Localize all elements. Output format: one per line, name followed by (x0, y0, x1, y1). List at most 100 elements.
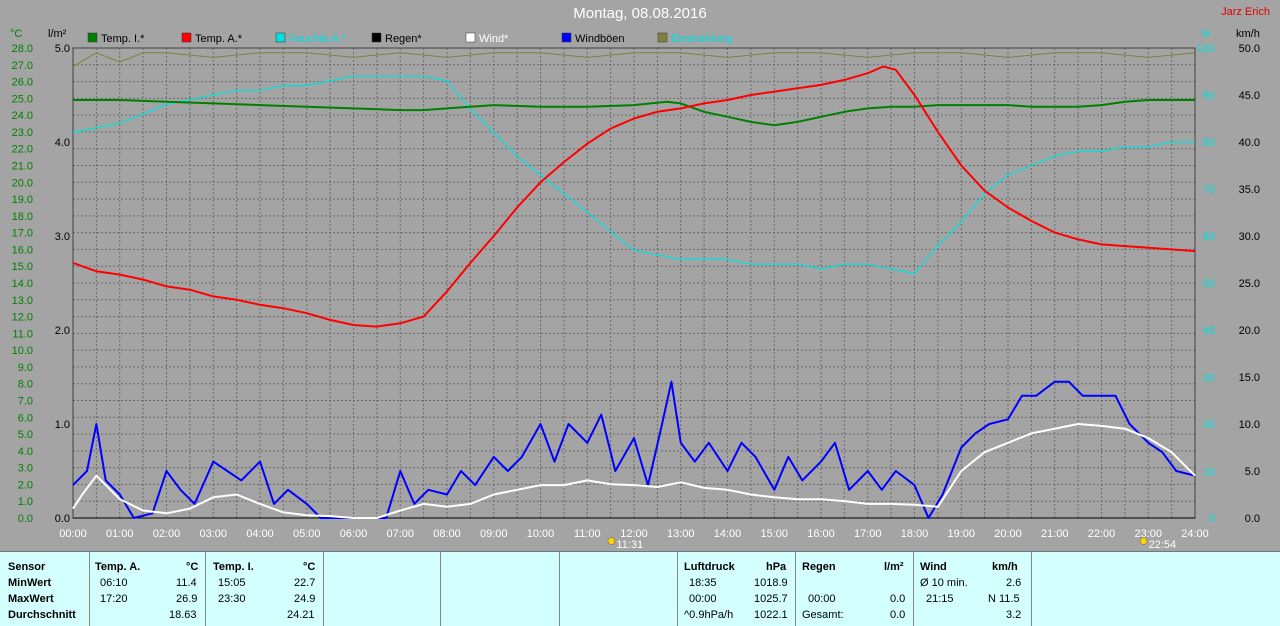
temp-tick-label: 13.0 (12, 295, 33, 307)
rain-tick-label: 1.0 (55, 419, 70, 431)
x-tick-label: 03:00 (199, 528, 227, 540)
legend-label: Windböen (575, 33, 625, 45)
temp-tick-label: 22.0 (12, 144, 33, 156)
series-group (72, 52, 1196, 519)
legend-label: Einstrahlung (671, 33, 732, 45)
humidity-tick-label: 80 (1203, 137, 1215, 149)
temp-a-max-val: 26.9 (176, 593, 198, 605)
legend-swatch (371, 32, 382, 43)
legend-label: Feuchte A.* (289, 33, 347, 45)
sun-marker-label: 22:54 (1149, 539, 1177, 551)
legend-label: Wind* (479, 33, 509, 45)
row-max-label: MaxWert (8, 593, 54, 605)
author-label: Jarz Erich (1221, 6, 1270, 18)
temp-a-header: Temp. A. (95, 561, 141, 573)
wind-avg10-label: Ø 10 min. (920, 577, 968, 589)
legend-label: Temp. A.* (195, 33, 243, 45)
series-line-feuchtea (72, 75, 1195, 275)
humidity-tick-label: 20 (1203, 419, 1215, 431)
wind-tick-label: 30.0 (1239, 231, 1260, 243)
temp-tick-label: 1.0 (18, 496, 33, 508)
legend-swatch (275, 32, 286, 43)
wind-tick-label: 45.0 (1239, 90, 1260, 102)
temp-i-header: Temp. I. (213, 561, 254, 573)
pressure-trend: ^0.9hPa/h (684, 609, 734, 621)
rain-max-val: 0.0 (890, 593, 906, 605)
temp-a-min-val: 11.4 (176, 577, 197, 589)
wind-tick-label: 50.0 (1239, 43, 1260, 55)
weather-chart: 0.0 1.0 2.0 3.0 4.0 5.0 6.0 7.0 8.0 9.0 10.0 11.0 12… (10, 28, 1260, 551)
wind-tick-label: 10.0 (1239, 419, 1260, 431)
temp-tick-label: 24.0 (12, 110, 33, 122)
pressure-avg: 1022.1 (754, 609, 788, 621)
legend-swatch (87, 32, 98, 43)
wind-tick-label: 20.0 (1239, 325, 1260, 337)
temp-tick-label: 25.0 (12, 93, 33, 105)
humidity-tick-label: 30 (1203, 372, 1215, 384)
temp-tick-label: 6.0 (18, 412, 33, 424)
pressure-min-val: 1018.9 (754, 577, 788, 589)
stats-panel: Sensor MinWert MaxWert Durchschnitt Temp… (0, 551, 1280, 626)
series-line-einstrahlung (72, 52, 1196, 68)
humidity-tick-label: 100 (1197, 43, 1215, 55)
humidity-tick-label: 10 (1203, 466, 1215, 478)
x-tick-label: 17:00 (854, 528, 882, 540)
temp-tick-label: 26.0 (12, 77, 33, 89)
rain-unit: l/m² (884, 561, 904, 573)
temp-i-avg: 24.21 (287, 609, 315, 621)
temp-i-max-time: 23:30 (218, 593, 246, 605)
legend-swatch (657, 32, 668, 43)
wind-unit: km/h (992, 561, 1018, 573)
temp-tick-label: 27.0 (12, 60, 33, 72)
x-tick-label: 04:00 (246, 528, 274, 540)
pressure-unit: hPa (766, 561, 787, 573)
temp-tick-label: 23.0 (12, 127, 33, 139)
temp-tick-label: 2.0 (18, 479, 33, 491)
temp-tick-label: 7.0 (18, 396, 33, 408)
x-tick-label: 19:00 (947, 528, 975, 540)
sensor-header: Sensor (8, 561, 46, 573)
humidity-tick-label: 0 (1209, 513, 1215, 525)
legend-swatch (465, 32, 476, 43)
humidity-unit-label: % (1201, 28, 1211, 40)
rain-tick-label: 0.0 (55, 513, 70, 525)
sun-marker-label: 11:31 (616, 539, 643, 551)
x-tick-label: 21:00 (1041, 528, 1069, 540)
rain-total-label: Gesamt: (802, 609, 844, 621)
row-avg-label: Durchschnitt (8, 609, 76, 621)
sun-icon (607, 537, 616, 545)
temp-i-unit: °C (303, 561, 316, 573)
x-tick-label: 01:00 (106, 528, 134, 540)
temp-i-max-val: 24.9 (294, 593, 316, 605)
wind-header: Wind (920, 561, 947, 573)
x-tick-label: 11:00 (574, 528, 601, 540)
temp-tick-label: 18.0 (12, 211, 33, 223)
humidity-tick-label: 90 (1203, 90, 1215, 102)
temp-tick-label: 4.0 (18, 446, 33, 458)
humidity-tick-label: 40 (1203, 325, 1215, 337)
temp-tick-label: 11.0 (12, 328, 33, 340)
sun-markers: 11:31 22:54 (607, 537, 1177, 551)
temp-a-unit: °C (186, 561, 199, 573)
temp-tick-label: 12.0 (12, 312, 33, 324)
legend-swatch (561, 32, 572, 43)
legend-label: Temp. I.* (101, 33, 145, 45)
wind-tick-label: 25.0 (1239, 278, 1260, 290)
humidity-tick-label: 60 (1203, 231, 1215, 243)
pressure-max-time: 00:00 (689, 593, 717, 605)
pressure-min-time: 18:35 (689, 577, 717, 589)
x-tick-label: 13:00 (667, 528, 695, 540)
humidity-tick-label: 50 (1203, 278, 1215, 290)
row-min-label: MinWert (8, 577, 52, 589)
series-line-tempa (72, 65, 1196, 328)
wind-tick-label: 35.0 (1239, 184, 1260, 196)
rain-tick-label: 3.0 (55, 231, 70, 243)
sun-icon (1139, 537, 1148, 545)
temp-i-min-time: 15:05 (218, 577, 246, 589)
humidity-tick-label: 70 (1203, 184, 1215, 196)
temp-a-avg: 18.63 (169, 609, 197, 621)
rain-total-val: 0.0 (890, 609, 906, 621)
temp-tick-label: 21.0 (12, 161, 33, 173)
temp-a-min-time: 06:10 (100, 577, 128, 589)
x-tick-label: 06:00 (340, 528, 368, 540)
